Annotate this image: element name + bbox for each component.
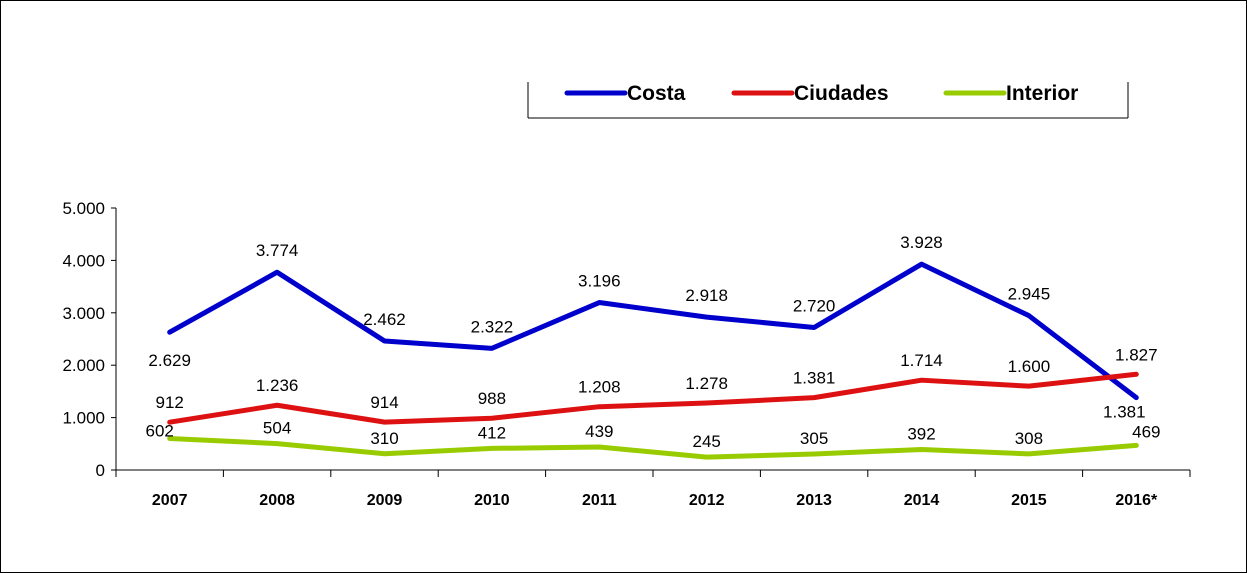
series-line-ciudades [167, 371, 1139, 425]
y-tick-label: 0 [96, 461, 105, 480]
data-label-costa: 3.196 [578, 272, 621, 291]
data-label-ciudades: 1.827 [1115, 345, 1158, 364]
data-label-costa: 2.462 [363, 310, 406, 329]
y-tick-label: 3.000 [62, 304, 105, 323]
x-tick-label: 2014 [904, 492, 940, 509]
series-lines [167, 261, 1139, 460]
data-label-ciudades: 1.600 [1008, 357, 1051, 376]
data-label-costa: 2.629 [148, 351, 191, 370]
data-label-ciudades: 1.278 [685, 374, 728, 393]
y-tick-label: 2.000 [62, 356, 105, 375]
data-label-ciudades: 988 [478, 389, 506, 408]
x-tick-label: 2013 [796, 492, 832, 509]
axes: 0 1.000 2.000 3.000 4.000 5.000 2007 2008 2009 20… [62, 199, 1191, 509]
x-tick-label: 2016* [1115, 492, 1158, 509]
legend-label-interior: Interior [1006, 82, 1078, 105]
data-label-costa: 2.918 [685, 286, 728, 305]
data-label-interior: 439 [585, 422, 613, 441]
y-tick-label: 1.000 [62, 409, 105, 428]
data-label-costa: 3.774 [256, 241, 299, 260]
data-label-costa: 3.928 [900, 233, 943, 252]
x-tick-label: 2012 [689, 492, 725, 509]
data-label-ciudades: 1.381 [793, 369, 836, 388]
data-label-interior: 245 [693, 432, 721, 451]
data-label-ciudades: 1.208 [578, 378, 621, 397]
legend: Costa Ciudades Interior [527, 82, 1129, 119]
data-label-costa: 2.945 [1008, 285, 1051, 304]
data-label-ciudades: 914 [370, 393, 398, 412]
y-tick-label: 5.000 [62, 199, 105, 218]
series-line-costa [167, 261, 1139, 401]
data-label-costa: 2.322 [471, 317, 514, 336]
data-label-interior: 392 [907, 424, 935, 443]
legend-label-ciudades: Ciudades [794, 82, 889, 105]
data-label-interior: 602 [146, 421, 174, 440]
data-label-interior: 305 [800, 429, 828, 448]
data-label-ciudades: 1.714 [900, 351, 943, 370]
x-tick-label: 2009 [367, 492, 403, 509]
data-label-ciudades: 912 [156, 393, 184, 412]
data-label-interior: 412 [478, 423, 506, 442]
data-labels: 2.629 3.774 2.462 2.322 3.196 2.918 2.720 3.928… [146, 233, 1161, 451]
data-label-interior: 308 [1015, 429, 1043, 448]
x-tick-label: 2011 [582, 492, 617, 509]
data-label-costa: 2.720 [793, 296, 836, 315]
x-tick-label: 2007 [152, 492, 188, 509]
y-tick-label: 4.000 [62, 251, 105, 270]
data-label-interior: 504 [263, 419, 291, 438]
data-label-costa: 1.381 [1103, 403, 1146, 422]
x-tick-label: 2015 [1011, 492, 1047, 509]
data-label-interior: 469 [1132, 422, 1160, 441]
series-line-interior [167, 435, 1139, 460]
x-tick-label: 2008 [259, 492, 295, 509]
x-tick-label: 2010 [474, 492, 510, 509]
data-label-ciudades: 1.236 [256, 376, 299, 395]
legend-label-costa: Costa [627, 82, 686, 105]
data-label-interior: 310 [370, 429, 398, 448]
